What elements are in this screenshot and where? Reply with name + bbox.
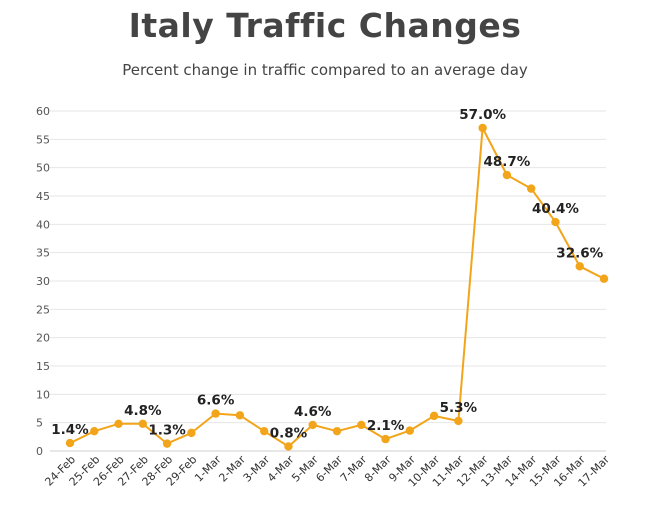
data-point <box>454 416 463 426</box>
x-tick-label: 8-Mar <box>362 453 394 485</box>
chart-title: Italy Traffic Changes <box>128 6 522 45</box>
y-tick-label: 15 <box>36 360 50 373</box>
x-tick-label: 7-Mar <box>338 453 370 485</box>
chart-subtitle: Percent change in traffic compared to an… <box>122 61 528 79</box>
data-label: 6.6% <box>197 393 235 409</box>
data-point <box>90 426 99 436</box>
data-label: 48.7% <box>483 154 530 170</box>
y-tick-label: 5 <box>36 417 43 430</box>
y-tick-label: 25 <box>36 303 50 316</box>
y-tick-label: 10 <box>36 388 50 401</box>
y-tick-label: 20 <box>36 332 50 345</box>
data-point <box>478 123 487 133</box>
y-tick-label: 0 <box>36 445 43 458</box>
grid <box>50 110 606 452</box>
data-point <box>162 439 172 448</box>
data-point <box>429 411 439 421</box>
y-tick-label: 35 <box>36 247 50 260</box>
y-tick-label: 60 <box>36 105 50 118</box>
data-point <box>575 262 584 271</box>
y-tick-label: 45 <box>36 190 50 203</box>
x-tick-label: 2-Mar <box>216 453 248 485</box>
x-tick-label: 6-Mar <box>313 453 345 485</box>
data-point <box>332 426 342 436</box>
data-label: 2.1% <box>367 418 405 434</box>
data-point <box>357 420 366 430</box>
data-label: 57.0% <box>459 107 506 123</box>
data-label: 1.4% <box>51 422 89 438</box>
data-point <box>381 434 390 444</box>
data-point <box>526 184 536 193</box>
series-line-path <box>69 127 605 448</box>
data-label: 40.4% <box>532 201 579 217</box>
data-point <box>551 217 560 227</box>
data-point <box>405 426 415 435</box>
data-point <box>235 411 245 420</box>
y-tick-label: 40 <box>36 218 50 231</box>
series-points <box>65 123 609 451</box>
x-tick-label: 4-Mar <box>265 453 297 485</box>
data-point <box>187 428 196 438</box>
x-axis: 24-Feb25-Feb26-Feb27-Feb28-Feb29-Feb1-Ma… <box>42 453 612 490</box>
data-point <box>502 170 512 180</box>
data-label: 5.3% <box>440 400 478 416</box>
data-point <box>114 419 123 428</box>
y-tick-label: 50 <box>36 162 50 175</box>
x-tick-label: 5-Mar <box>289 453 321 485</box>
data-point <box>259 426 269 436</box>
y-tick-label: 30 <box>36 275 50 288</box>
data-label: 1.3% <box>148 423 186 439</box>
data-point <box>308 420 317 430</box>
data-label: 4.8% <box>124 403 162 419</box>
data-point <box>65 438 75 448</box>
x-tick-label: 1-Mar <box>192 453 224 485</box>
x-tick-label: 3-Mar <box>241 453 273 485</box>
data-labels: 1.4% 4.8% 1.3% 6.6% 0.8% 4.6% 2.1% 5.3% 57.0% 48.… <box>51 107 603 441</box>
data-label: 32.6% <box>556 245 603 261</box>
y-tick-label: 55 <box>36 133 50 146</box>
series-line <box>69 127 605 448</box>
data-point <box>138 419 148 428</box>
data-label: 0.8% <box>270 425 308 441</box>
data-point <box>599 274 609 283</box>
data-point <box>284 442 293 451</box>
data-point <box>211 409 220 418</box>
data-label: 4.6% <box>294 404 332 420</box>
y-axis: 0 5 10 15 20 25 30 35 40 45 50 55 60 <box>36 105 50 458</box>
